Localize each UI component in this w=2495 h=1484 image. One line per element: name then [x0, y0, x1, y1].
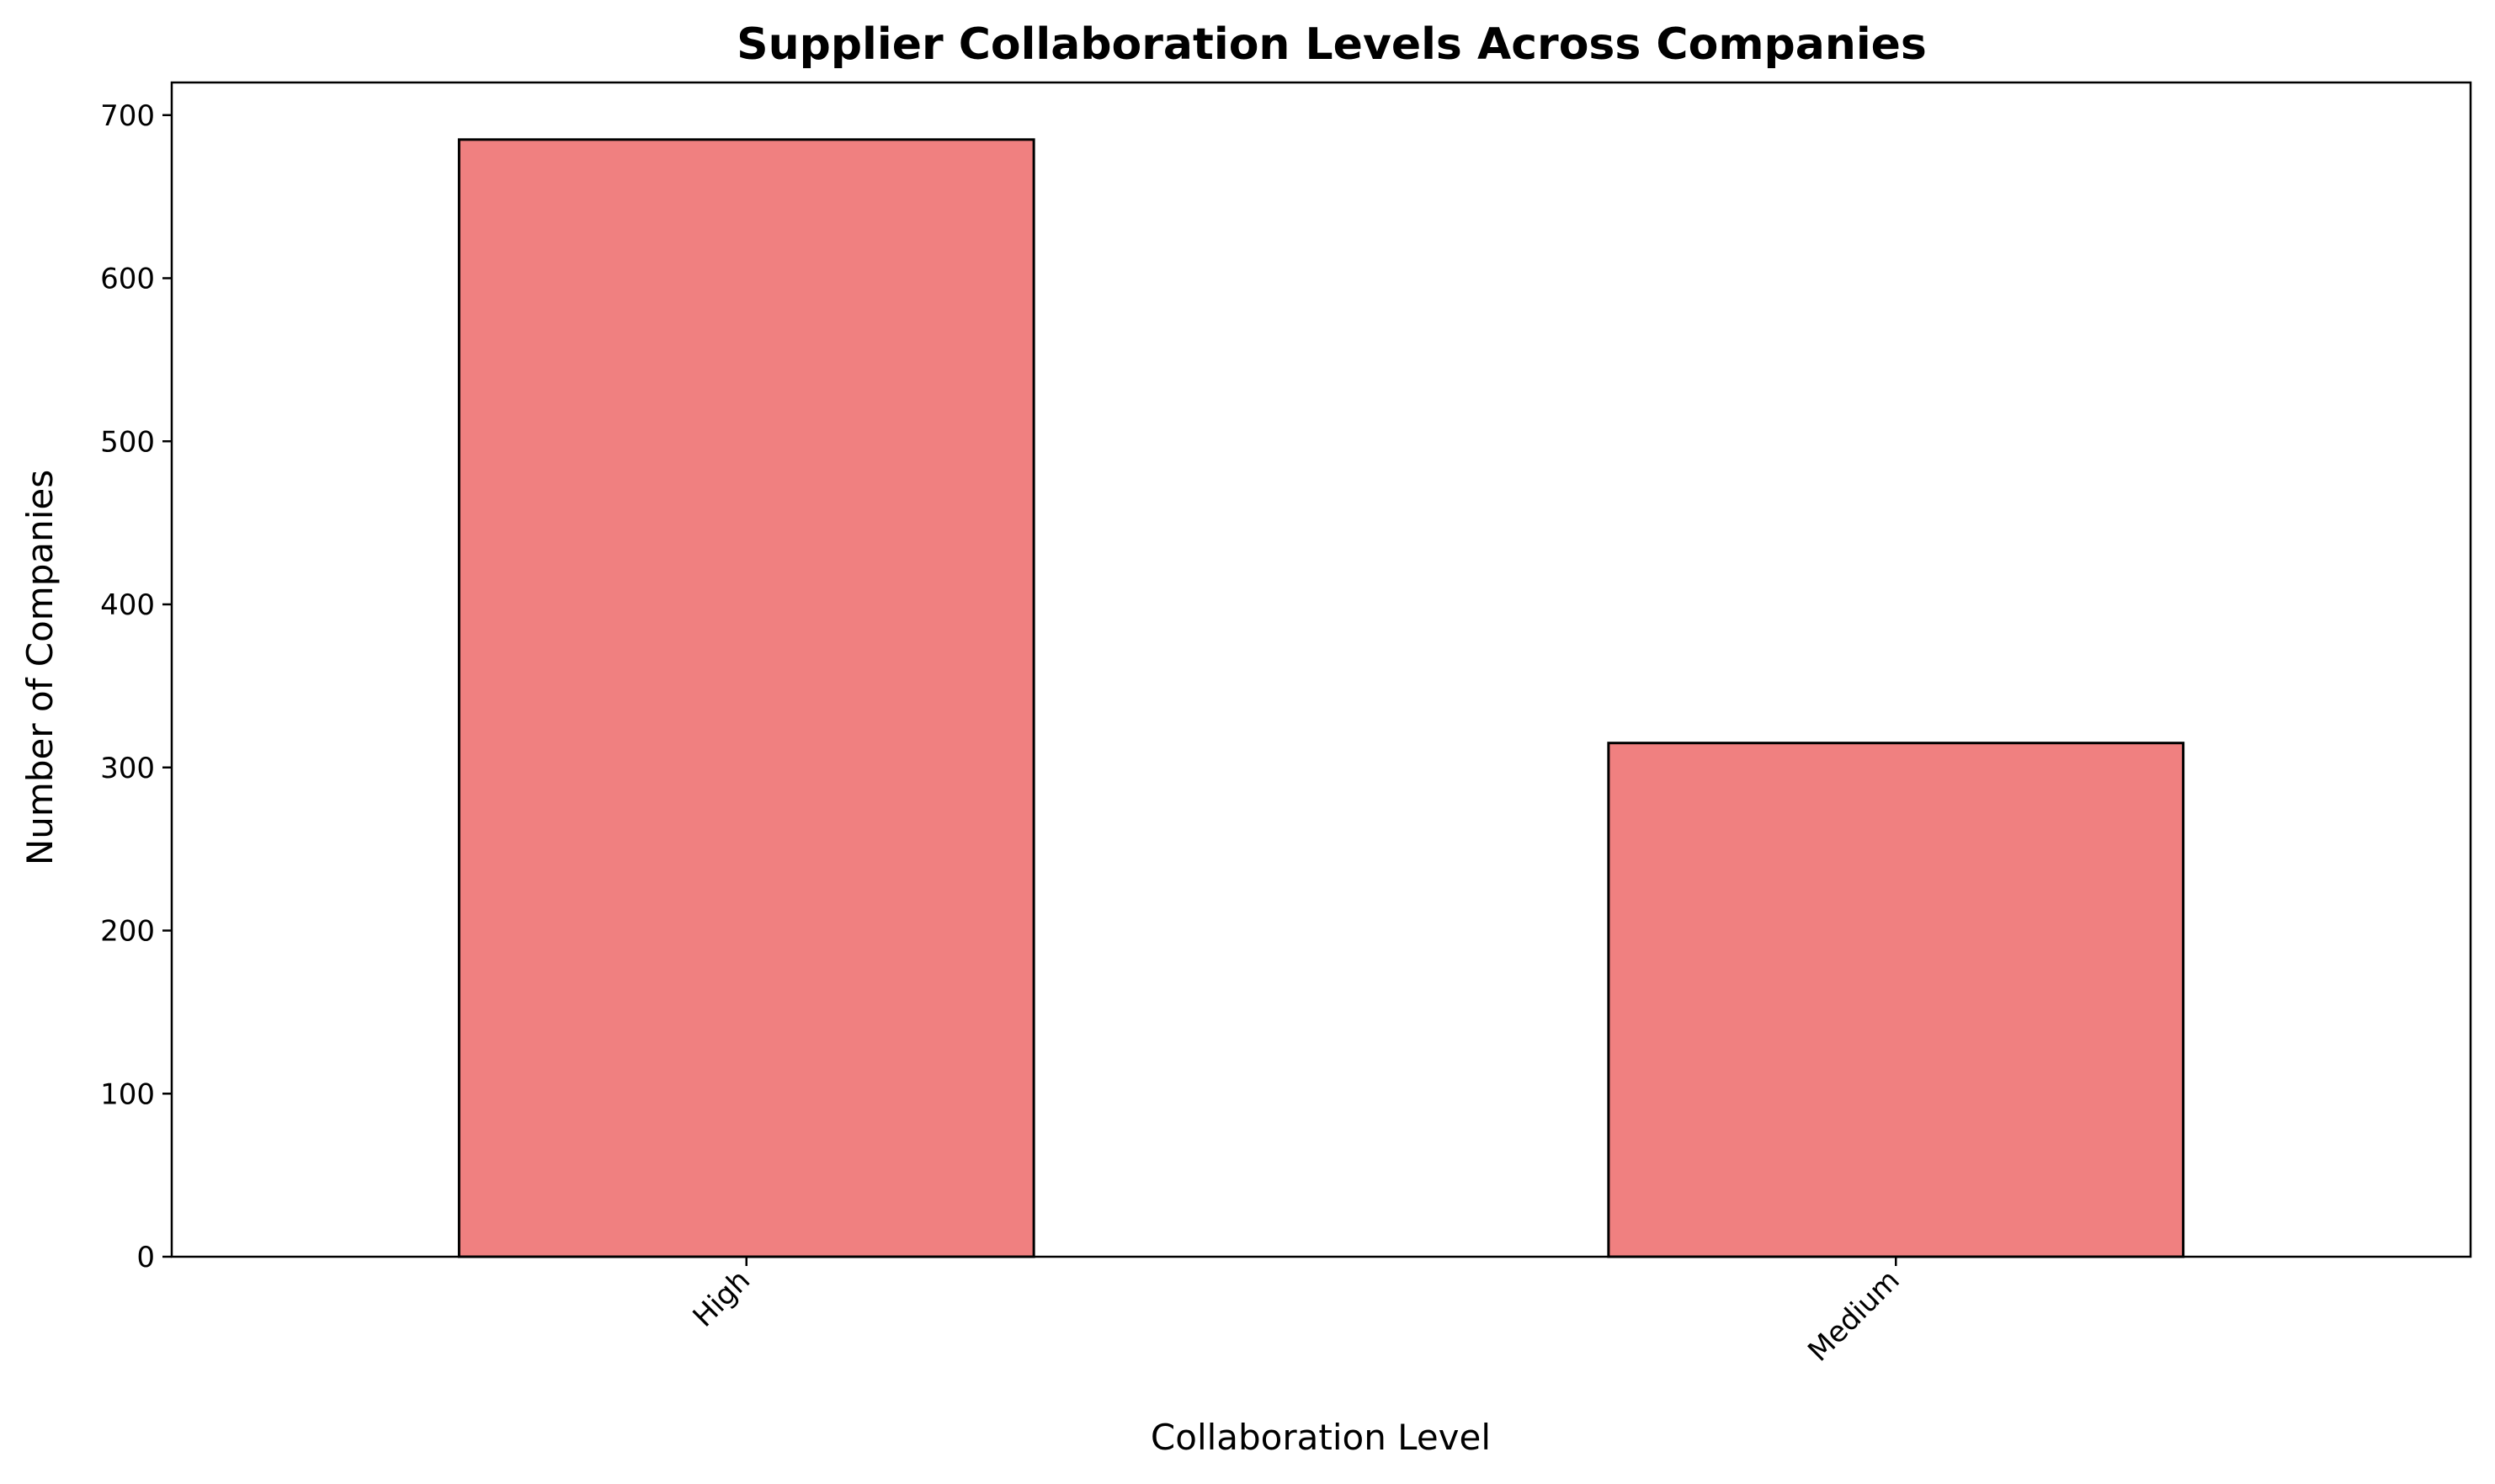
y-tick-label: 700	[100, 99, 155, 133]
chart-title: Supplier Collaboration Levels Across Com…	[737, 19, 1927, 70]
axes-frame	[170, 81, 2472, 1258]
y-tick-label: 100	[100, 1077, 155, 1111]
y-axis-label: Number of Companies	[19, 470, 61, 865]
bar-high	[457, 138, 1035, 1258]
x-axis-label: Collaboration Level	[1151, 1417, 1491, 1458]
y-tick-label: 600	[100, 263, 155, 296]
y-tick-label: 200	[100, 915, 155, 949]
y-tick-label: 500	[100, 425, 155, 459]
bar-medium	[1607, 742, 2185, 1258]
y-tick-label: 0	[136, 1241, 155, 1274]
y-tick-label: 400	[100, 588, 155, 622]
y-tick-label: 300	[100, 752, 155, 785]
